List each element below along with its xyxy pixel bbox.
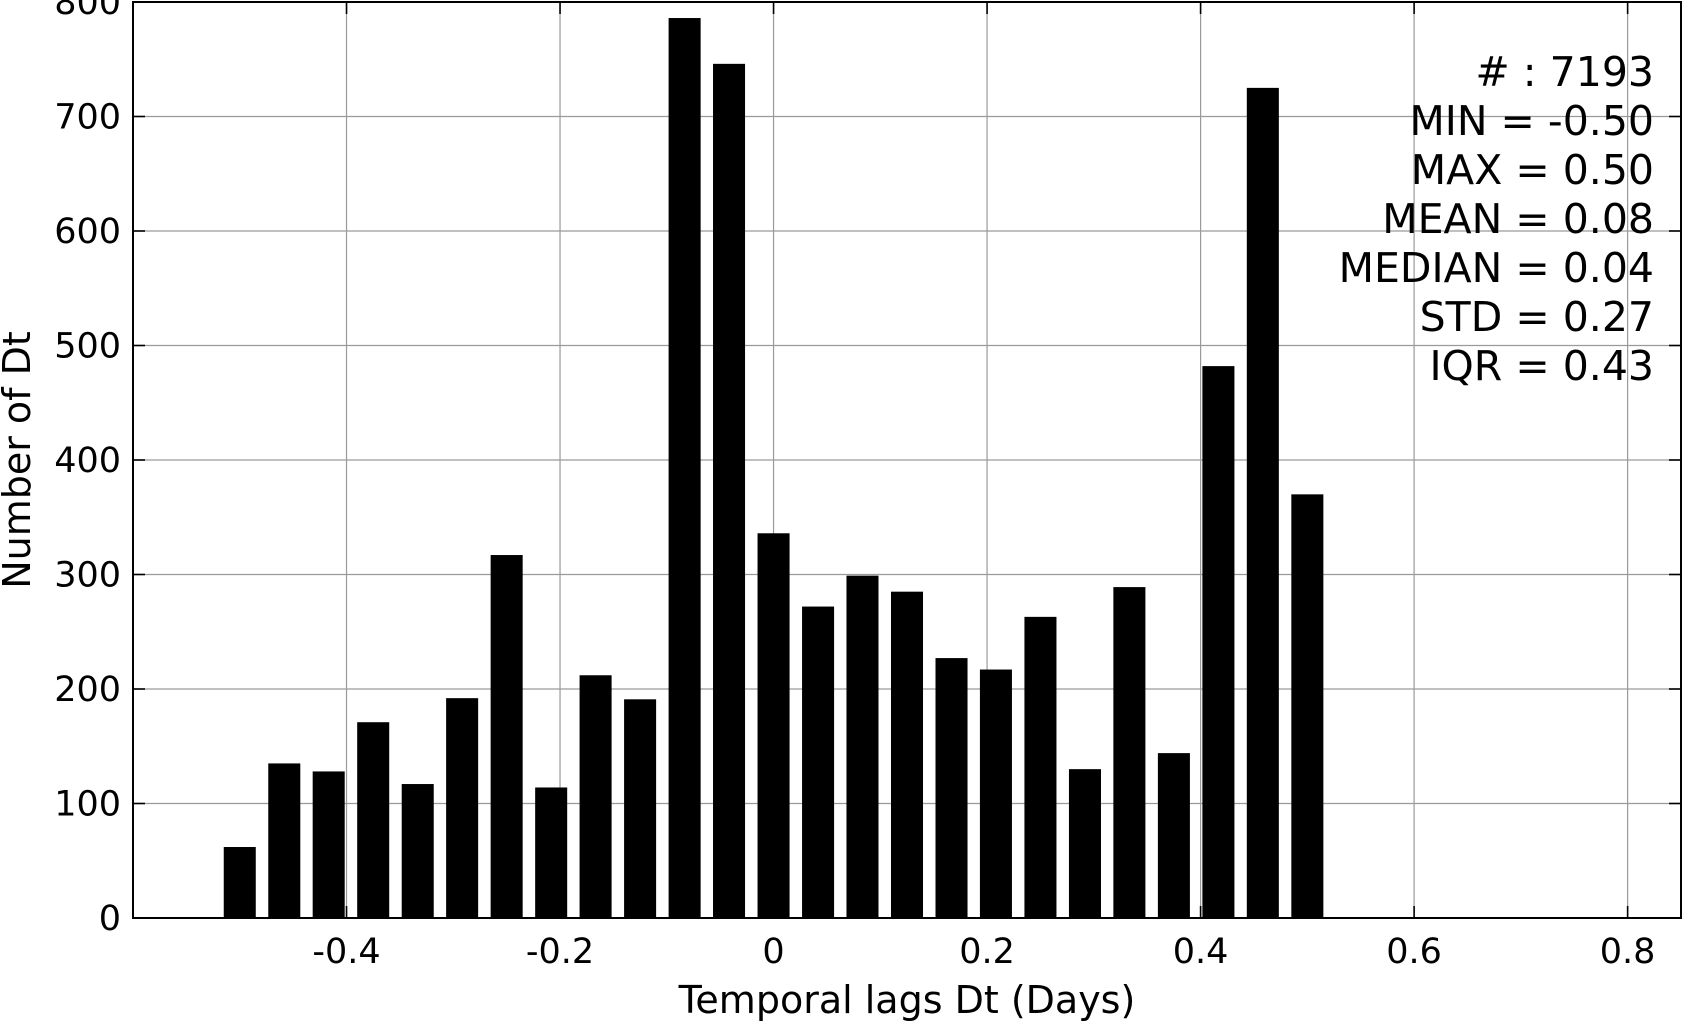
x-tick-label: 0 [762, 932, 784, 972]
x-tick-label: 0.2 [959, 932, 1015, 972]
histogram-bar [1068, 769, 1101, 918]
histogram-bar [490, 555, 523, 918]
y-tick-label: 0 [99, 899, 121, 939]
histogram-bar [802, 606, 835, 918]
stats-line: MEAN = 0.08 [1382, 195, 1654, 243]
ticks: -0.4 -0.2 0 0.2 0.4 0.6 0.8 0 100 200 300 400 500 600… [54, 0, 1681, 972]
y-tick-label: 300 [54, 556, 121, 596]
x-tick-label: -0.4 [312, 932, 380, 972]
histogram-bar [979, 669, 1012, 918]
histogram-bar [1246, 87, 1279, 918]
histogram-bar [890, 591, 924, 918]
histogram-bar [757, 533, 790, 918]
grid [133, 1, 1681, 919]
histogram-bar [268, 763, 301, 918]
histogram-bar [223, 847, 256, 918]
histogram-bar [668, 18, 701, 918]
stats-line: MEDIAN = 0.04 [1339, 244, 1654, 292]
x-axis-label: Temporal lags Dt (Days) [678, 978, 1136, 1022]
y-axis-label: Number of Dt [0, 331, 39, 589]
stats-line: MAX = 0.50 [1411, 146, 1654, 194]
histogram-bar [401, 784, 434, 918]
histogram-bar [1157, 753, 1190, 918]
y-tick-label: 700 [54, 98, 121, 138]
x-tick-label: 0.4 [1173, 932, 1229, 972]
histogram-bar [312, 771, 345, 918]
histogram-bar [1113, 587, 1146, 918]
y-tick-label: 100 [54, 785, 121, 825]
histogram-bar [446, 698, 479, 918]
stats-line: MIN = -0.50 [1409, 97, 1654, 145]
y-tick-label: 600 [54, 212, 121, 252]
stats-line: # : 7193 [1475, 48, 1654, 96]
bars [223, 18, 1324, 918]
histogram-bar [1291, 494, 1324, 918]
y-tick-label: 400 [54, 441, 121, 481]
y-tick-label: 500 [54, 327, 121, 367]
y-tick-label: 200 [54, 670, 121, 710]
histogram-bar [579, 675, 612, 918]
x-tick-label: 0.6 [1386, 932, 1442, 972]
histogram-bar [935, 658, 968, 918]
histogram-bar [535, 787, 568, 918]
x-tick-label: 0.8 [1600, 932, 1656, 972]
histogram-bar [357, 722, 390, 918]
stats-line: STD = 0.27 [1420, 293, 1654, 341]
histogram-bar [713, 63, 746, 918]
x-tick-label: -0.2 [526, 932, 594, 972]
stats-line: IQR = 0.43 [1429, 342, 1654, 390]
histogram-bar [1024, 616, 1057, 918]
histogram-bar [1202, 366, 1235, 918]
histogram-bar [624, 699, 657, 918]
y-tick-label: 800 [54, 0, 121, 23]
histogram-bar [846, 575, 879, 918]
